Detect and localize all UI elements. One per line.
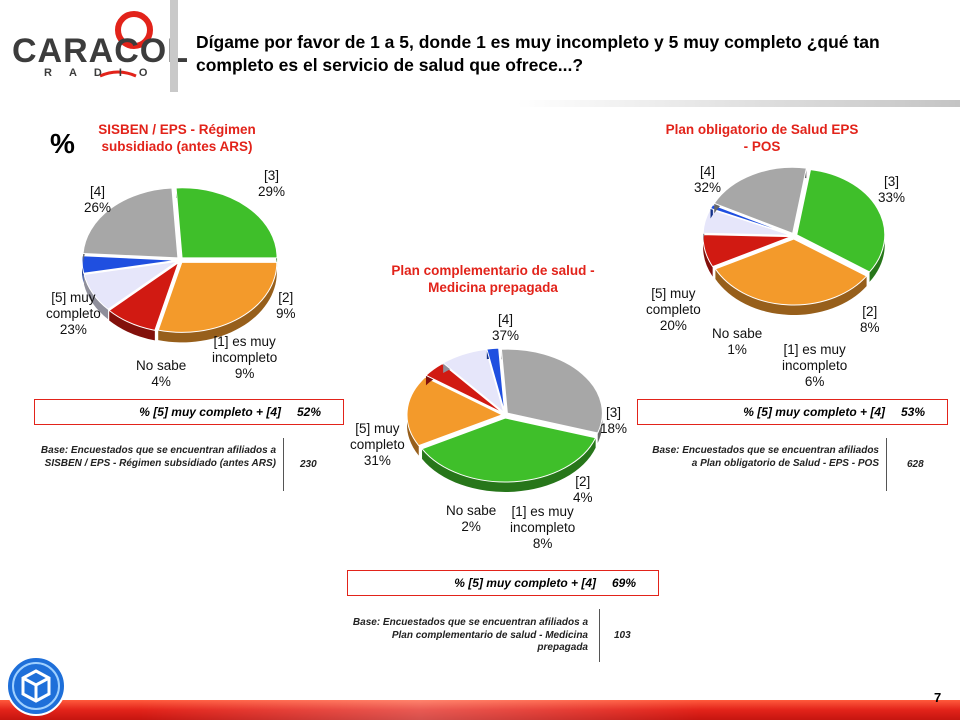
chart3-summary-value: 53% <box>901 405 926 419</box>
chart3-label-4: [4] 32% <box>694 164 722 195</box>
chart1-label-3: [3] 29% <box>258 168 286 199</box>
chart3-summary-label: % [5] muy completo + [4] <box>743 405 885 419</box>
header-divider <box>170 0 178 92</box>
chart1-slice-1-side <box>84 274 109 320</box>
cube-logo-icon <box>6 656 66 716</box>
chart2-base-divider <box>599 609 600 662</box>
chart3-label-2: [2] 8% <box>860 304 880 335</box>
chart1-label-1: [1] es muy incompleto 9% <box>212 334 278 381</box>
chart2-label-5: [5] muy completo 31% <box>350 421 405 468</box>
chart2-base-n: 103 <box>614 630 631 641</box>
chart3-title: Plan obligatorio de Salud EPS - POS <box>665 122 859 154</box>
chart2-label-3: [3] 18% <box>600 405 628 436</box>
chart3-slice-3 <box>714 238 868 306</box>
caracol-radio-logo <box>8 8 170 82</box>
chart2-slice-4-side <box>422 437 596 492</box>
chart1-slice-4 <box>175 187 278 259</box>
chart3-slice-3-side <box>715 268 867 315</box>
chart3-label-5: [5] muy completo 20% <box>646 286 701 333</box>
chart1-summary-box: % [5] muy completo + [4] 52% <box>34 399 344 425</box>
chart2-summary-label: % [5] muy completo + [4] <box>454 576 596 590</box>
logo-ring-icon <box>115 11 153 49</box>
footer-bar <box>0 700 960 720</box>
chart1-slice-nosabe <box>81 255 178 274</box>
chart2-summary-box: % [5] muy completo + [4] 69% <box>347 570 659 596</box>
chart3-slice-2 <box>702 234 792 268</box>
chart1-base-text: Base: Encuestados que se encuentran afil… <box>40 445 276 469</box>
chart1-label-5: [5] muy completo 23% <box>46 290 101 337</box>
chart1-summary-label: % [5] muy completo + [4] <box>139 405 281 419</box>
chart2-label-nosabe: No sabe 2% <box>446 503 497 534</box>
chart1-slice-2 <box>108 261 180 331</box>
chart2-title: Plan complementario de salud - Medicina … <box>391 263 595 295</box>
chart1-pie <box>81 187 278 343</box>
logo-text: CARACOL <box>12 32 189 70</box>
logo-subtext: RADIO <box>44 67 165 79</box>
chart3-label-1: [1] es muy incompleto 6% <box>782 342 848 389</box>
chart3-slice-4 <box>796 169 886 273</box>
chart2-label-4: [4] 37% <box>492 312 520 343</box>
chart1-label-2: [2] 9% <box>276 290 296 321</box>
chart2-slice-nosabe <box>486 347 506 413</box>
chart2-slice-4 <box>421 417 597 483</box>
chart3-slice-5 <box>713 166 808 235</box>
chart3-base-text: Base: Encuestados que se encuentran afil… <box>652 445 879 469</box>
header-accent-bar <box>517 100 960 107</box>
footer-highlight <box>140 700 700 720</box>
chart2-slice-3 <box>406 376 504 447</box>
chart3-base-n: 628 <box>907 459 924 470</box>
chart2-slice-5 <box>500 348 603 434</box>
chart3-slice-nosabe <box>709 204 792 236</box>
chart1-base-divider <box>283 438 284 491</box>
chart2-slice-1 <box>442 348 505 414</box>
chart1-title: SISBEN / EPS - Régimen subsidiado (antes… <box>98 122 256 154</box>
chart3-label-nosabe: No sabe 1% <box>712 326 763 357</box>
page-title: Dígame por favor de 1 a 5, donde 1 es mu… <box>196 32 880 75</box>
chart1-label-nosabe: No sabe 4% <box>136 358 187 389</box>
chart3-base-divider <box>886 438 887 491</box>
chart1-slice-3 <box>157 261 278 333</box>
chart2-label-2: [2] 4% <box>573 474 593 505</box>
chart2-pie <box>406 347 603 492</box>
chart2-label-1: [1] es muy incompleto 8% <box>510 504 576 551</box>
chart1-base-n: 230 <box>300 459 317 470</box>
chart1-label-4: [4] 26% <box>84 184 112 215</box>
chart3-summary-box: % [5] muy completo + [4] 53% <box>637 399 948 425</box>
percent-symbol: % <box>50 128 75 159</box>
chart3-slice-1 <box>702 208 792 236</box>
chart2-summary-value: 69% <box>612 576 637 590</box>
chart3-pie <box>702 166 886 315</box>
chart1-slice-5 <box>82 187 179 259</box>
chart2-base-text: Base: Encuestados que se encuentran afil… <box>352 617 588 653</box>
chart1-slice-2-side <box>109 310 155 341</box>
chart3-slice-2-side <box>703 234 713 277</box>
logo-swoosh-icon <box>99 70 137 78</box>
chart3-label-3: [3] 33% <box>878 174 906 205</box>
chart2-slice-2 <box>425 363 504 414</box>
page-number: 7 <box>934 690 942 705</box>
chart1-slice-1 <box>83 260 178 310</box>
chart1-slice-3-side <box>158 262 277 343</box>
chart1-summary-value: 52% <box>297 405 322 419</box>
